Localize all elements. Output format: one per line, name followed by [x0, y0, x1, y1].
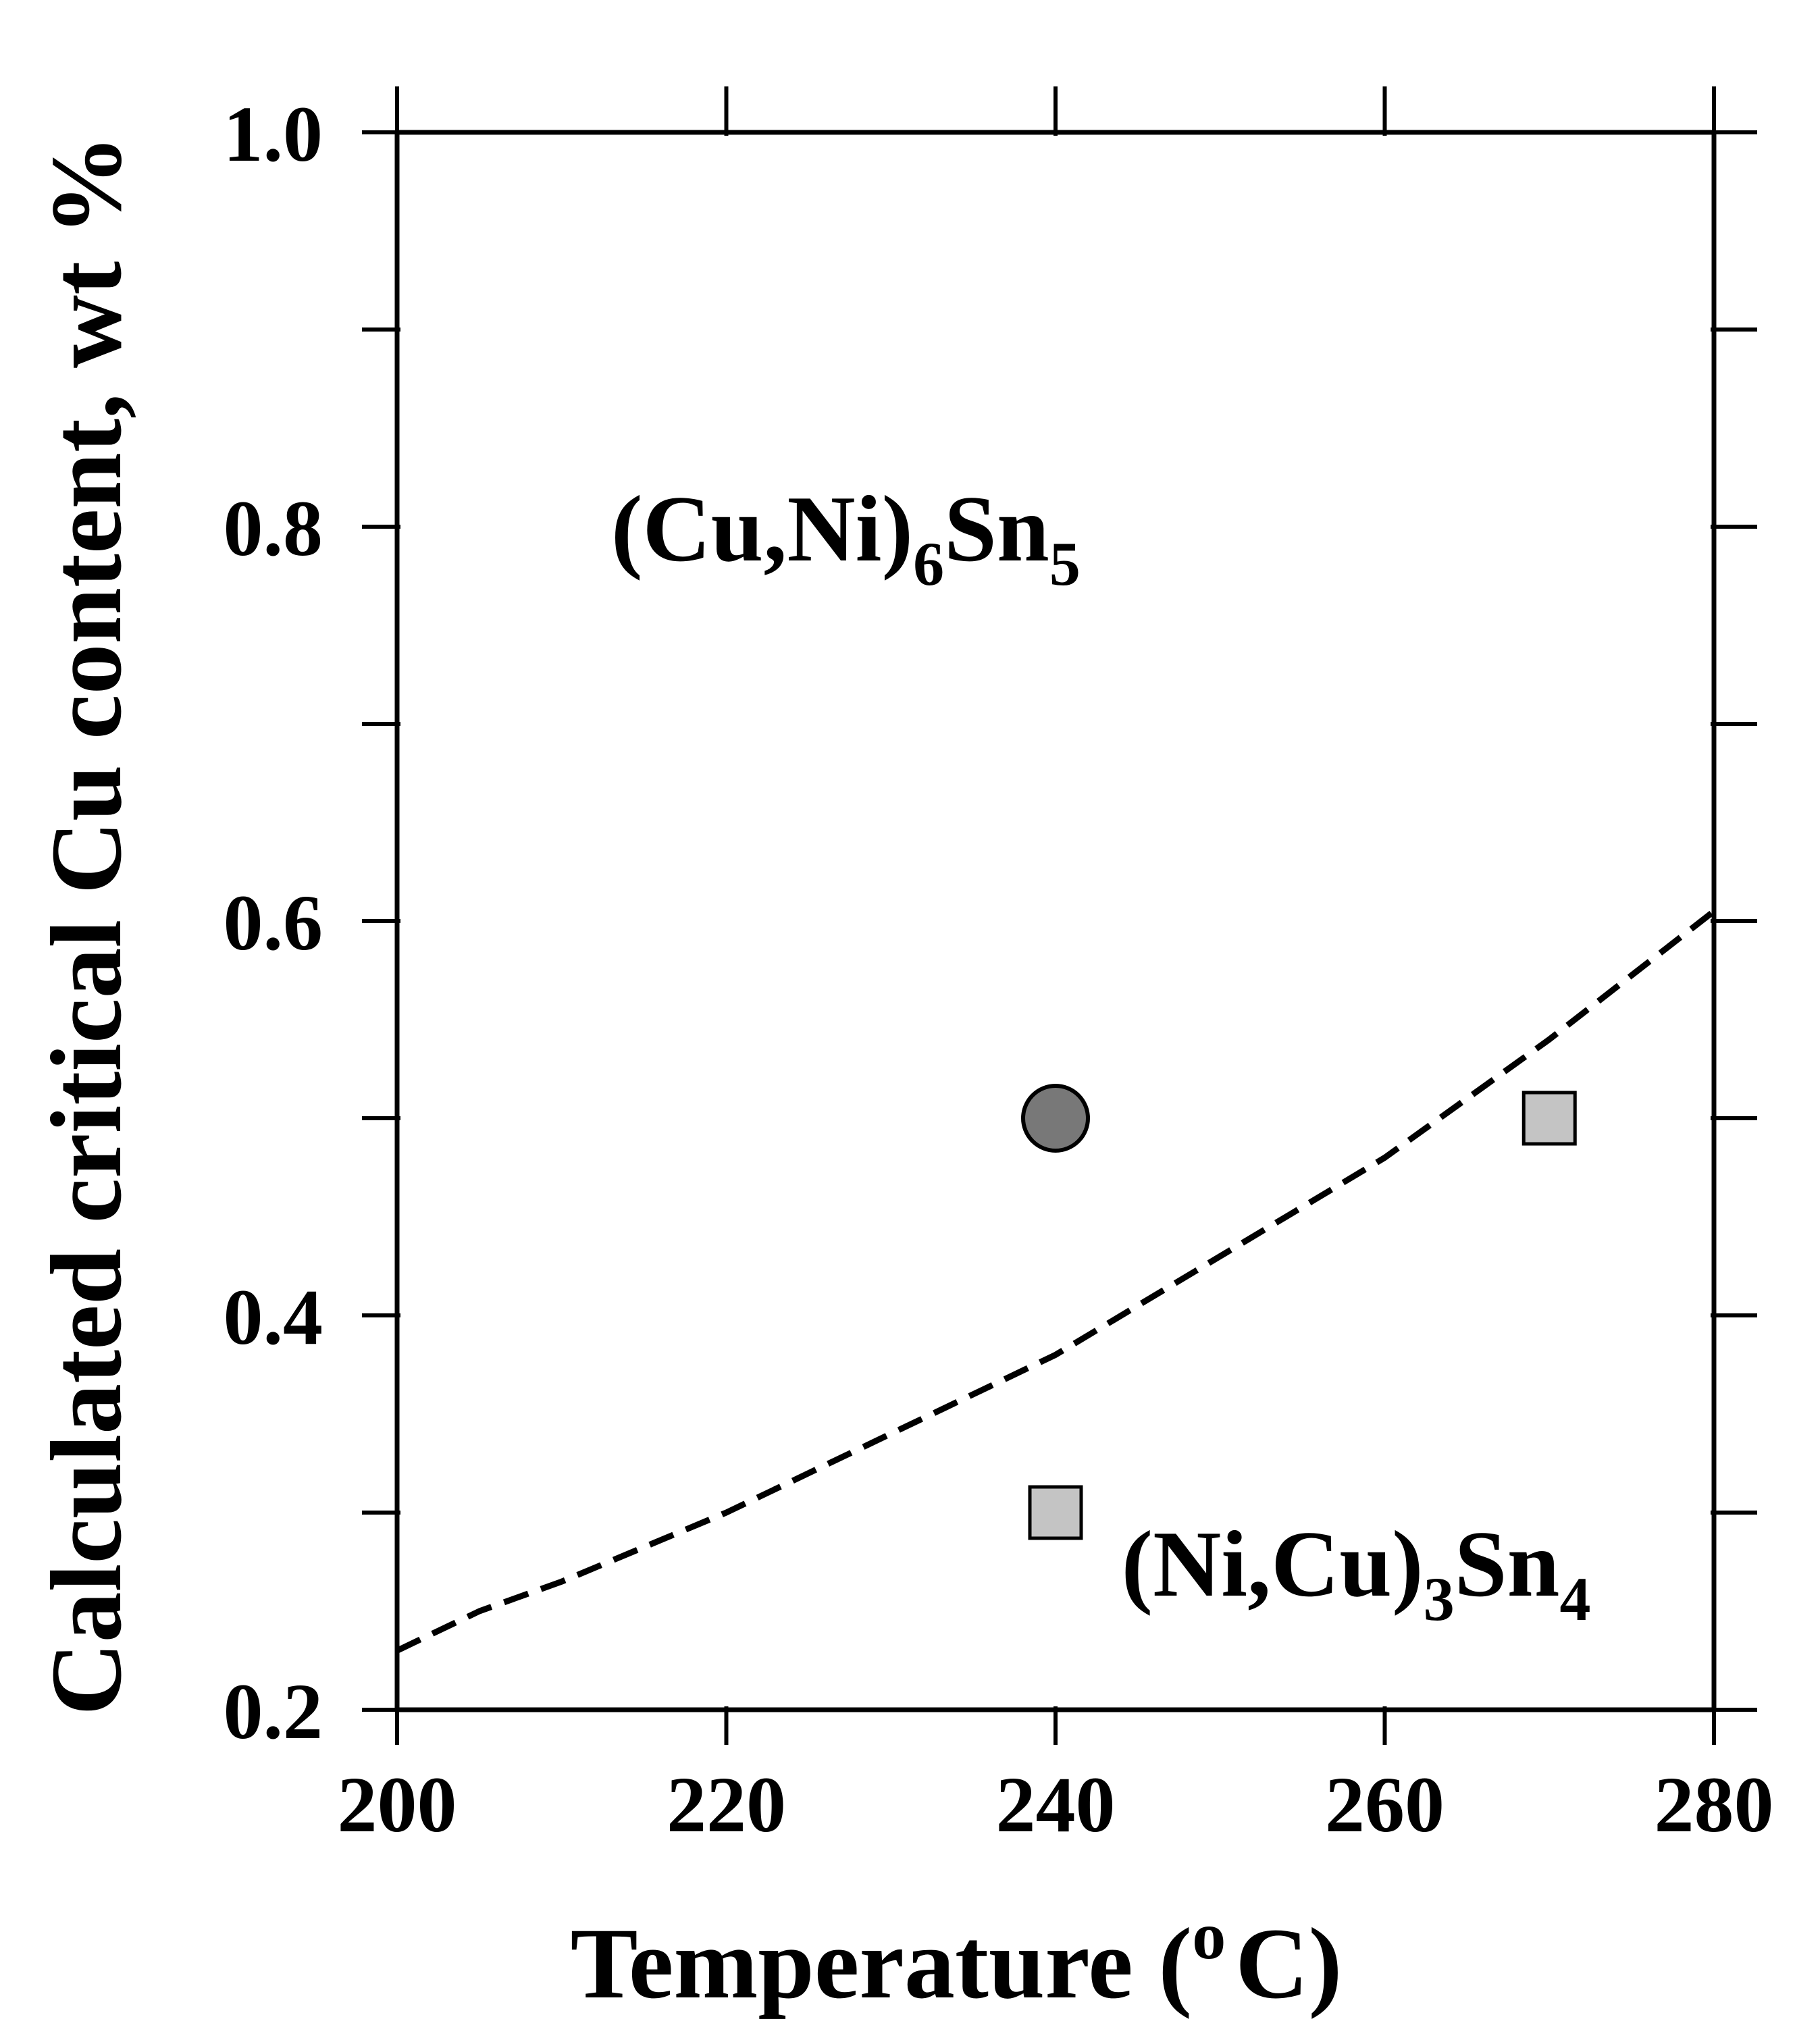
phase-label: (Cu,Ni)6Sn5	[611, 477, 1081, 598]
x-tick-label: 260	[1325, 1760, 1445, 1849]
y-tick-label: 1.0	[224, 90, 323, 178]
phase-label-subscript: 4	[1559, 1565, 1590, 1633]
phase-label-main: (Ni,Cu)	[1122, 1512, 1424, 1617]
critical-cu-dashed-line	[396, 908, 1716, 1654]
phase-label-element: Sn	[1455, 1512, 1560, 1617]
phase-label-subscript: 6	[913, 529, 944, 598]
series-layer	[396, 908, 1716, 1654]
y-tick-label: 0.8	[224, 484, 323, 573]
x-tick-label: 240	[996, 1760, 1116, 1849]
x-axis-title-text: Temperature (	[571, 1908, 1193, 2020]
x-axis-title-end: C)	[1235, 1908, 1342, 2020]
y-axis-title: Calculated critical Cu content, wt %	[30, 134, 142, 1715]
x-axis-title: Temperature (oC)	[571, 1898, 1343, 2020]
phase-label-subscript: 3	[1424, 1565, 1455, 1633]
phase-label-element: Sn	[944, 477, 1049, 581]
y-tick-label: 0.6	[224, 879, 323, 967]
y-tick-label: 0.2	[224, 1667, 323, 1756]
x-tick-label: 280	[1655, 1760, 1774, 1849]
tick-labels: 200 220 240 260 280 0.2 0.4 0.6 0.8 1.0	[224, 90, 1774, 1849]
data-point-circle	[1021, 1084, 1090, 1153]
y-tick-label: 0.4	[224, 1273, 323, 1361]
annotations-layer: (Cu,Ni)6Sn5(Ni,Cu)3Sn4	[611, 477, 1591, 1633]
x-tick-label: 220	[667, 1760, 786, 1849]
data-point-square	[1028, 1485, 1083, 1540]
phase-label-main: (Cu,Ni)	[611, 477, 913, 581]
data-point-square	[1521, 1091, 1577, 1146]
x-axis-title-sup: o	[1192, 1898, 1226, 1973]
axis-ticks	[362, 86, 1757, 1745]
phase-label-subscript: 5	[1049, 529, 1081, 598]
plot-frame	[394, 130, 1717, 1712]
markers-layer	[1021, 1084, 1577, 1540]
phase-label: (Ni,Cu)3Sn4	[1122, 1512, 1591, 1633]
x-tick-label: 200	[338, 1760, 457, 1849]
